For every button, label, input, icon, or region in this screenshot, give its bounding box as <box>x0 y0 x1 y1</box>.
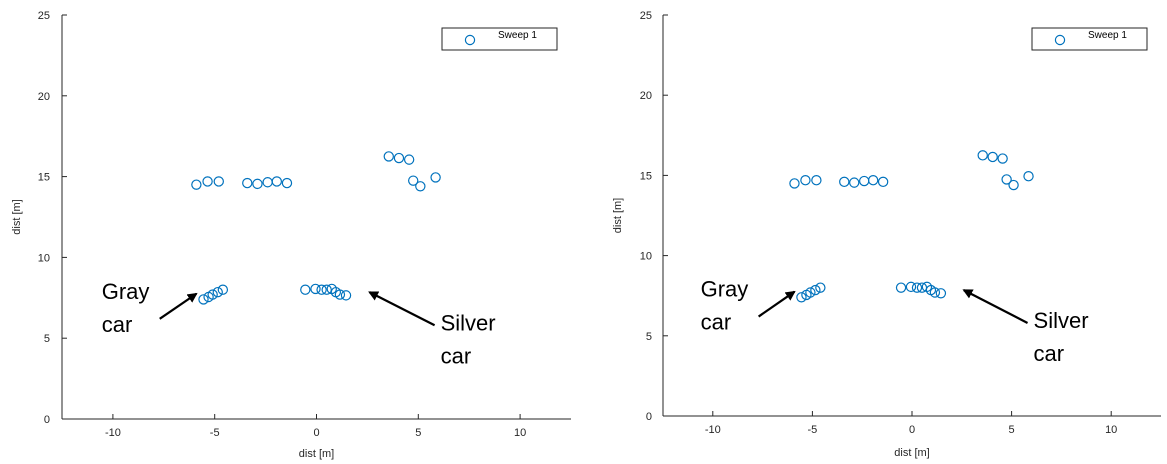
x-tick-label: 0 <box>313 427 319 439</box>
legend: Sweep 1 <box>1031 27 1148 51</box>
data-point <box>1008 179 1019 191</box>
legend: Sweep 1 <box>441 27 558 51</box>
gray-car-annotation: Gray car <box>102 279 198 337</box>
x-axis-label: dist [m] <box>894 447 929 459</box>
data-point <box>300 284 311 295</box>
data-point <box>383 151 394 162</box>
y-tick-label: 5 <box>646 331 652 343</box>
annotation-text: Gray <box>102 279 150 304</box>
y-tick-label: 25 <box>640 10 652 22</box>
data-point <box>281 177 293 189</box>
data-point <box>213 176 224 187</box>
annotation-text: Gray <box>701 277 749 302</box>
y-tick-label: 10 <box>38 252 50 264</box>
annotation-text: car <box>102 312 133 337</box>
data-point <box>198 294 209 305</box>
x-tick-label: 10 <box>1105 424 1117 436</box>
data-point <box>895 282 907 293</box>
data-point <box>310 283 321 295</box>
annotation-arrow <box>962 289 1029 324</box>
data-point <box>1023 171 1034 182</box>
data-point <box>408 175 419 186</box>
legend-marker <box>1054 34 1066 46</box>
data-point <box>796 292 807 303</box>
x-tick-label: 0 <box>909 424 915 436</box>
x-tick-label: 10 <box>514 427 526 439</box>
data-point <box>252 178 263 190</box>
annotation-arrow <box>159 292 198 320</box>
legend-label: Sweep 1 <box>498 30 537 41</box>
data-point <box>911 282 923 293</box>
y-tick-label: 15 <box>640 170 652 182</box>
data-point <box>403 154 415 165</box>
annotation-text: car <box>701 310 732 335</box>
y-tick-label: 20 <box>640 90 652 102</box>
data-point <box>191 179 202 190</box>
data-point <box>977 150 988 161</box>
annotation-text: car <box>1034 341 1065 366</box>
data-point <box>202 176 213 187</box>
data-point <box>262 177 273 188</box>
gray-car-annotation: Gray car <box>701 277 796 335</box>
data-point <box>334 289 346 300</box>
y-axis-label: dist [m] <box>11 199 23 234</box>
data-point <box>811 175 822 186</box>
data-point <box>805 287 816 298</box>
annotation-arrow <box>368 291 436 327</box>
data-point <box>800 175 811 186</box>
data-point <box>271 176 282 187</box>
chart-panel-1: -10 -5 0 5 10 0 5 10 15 20 25 dist [m] dist [m] Sweep… <box>11 10 571 460</box>
y-axis-label: dist [m] <box>612 198 624 233</box>
annotation-text: car <box>441 343 472 368</box>
data-point <box>867 175 879 186</box>
x-tick-label: 5 <box>1009 424 1015 436</box>
x-tick-label: -10 <box>105 427 121 439</box>
annotation-text: Silver <box>1034 308 1089 333</box>
data-point <box>430 172 441 183</box>
x-tick-label: -10 <box>705 424 721 436</box>
data-point <box>340 290 352 301</box>
silver-car-annotation: Silver car <box>962 289 1089 366</box>
legend-label: Sweep 1 <box>1088 30 1127 41</box>
data-point <box>1001 174 1012 185</box>
chart-panel-2: -10 -5 0 5 10 0 5 10 15 20 25 dist [m] dist [m] Sweep… <box>612 10 1161 459</box>
data-point <box>207 289 218 300</box>
data-point <box>987 151 998 163</box>
y-tick-label: 0 <box>44 414 50 426</box>
data-point <box>839 176 850 188</box>
data-point <box>393 152 405 164</box>
y-tick-label: 5 <box>44 333 50 345</box>
x-tick-label: 5 <box>415 427 421 439</box>
data-point <box>415 181 426 192</box>
data-point <box>935 288 947 299</box>
silver-car-annotation: Silver car <box>368 291 496 368</box>
data-point <box>815 282 826 293</box>
data-point <box>929 287 941 298</box>
data-point <box>877 176 889 188</box>
y-tick-label: 25 <box>38 10 50 22</box>
x-axis-label: dist [m] <box>299 448 334 460</box>
x-tick-label: -5 <box>210 427 220 439</box>
data-point <box>212 286 223 298</box>
data-point <box>997 153 1008 164</box>
data-point <box>810 284 821 296</box>
annotation-arrow <box>757 290 796 318</box>
y-tick-label: 20 <box>38 91 50 103</box>
y-tick-label: 10 <box>640 251 652 263</box>
y-tick-label: 15 <box>38 172 50 184</box>
data-point <box>242 177 253 189</box>
data-point <box>849 177 860 188</box>
data-point <box>858 175 870 187</box>
data-point <box>905 281 917 293</box>
y-tick-label: 0 <box>646 411 652 423</box>
annotation-text: Silver <box>441 310 496 335</box>
legend-marker <box>464 34 476 46</box>
data-point <box>789 178 800 189</box>
data-point <box>316 284 327 295</box>
x-tick-label: -5 <box>808 424 818 436</box>
data-point <box>217 284 229 295</box>
